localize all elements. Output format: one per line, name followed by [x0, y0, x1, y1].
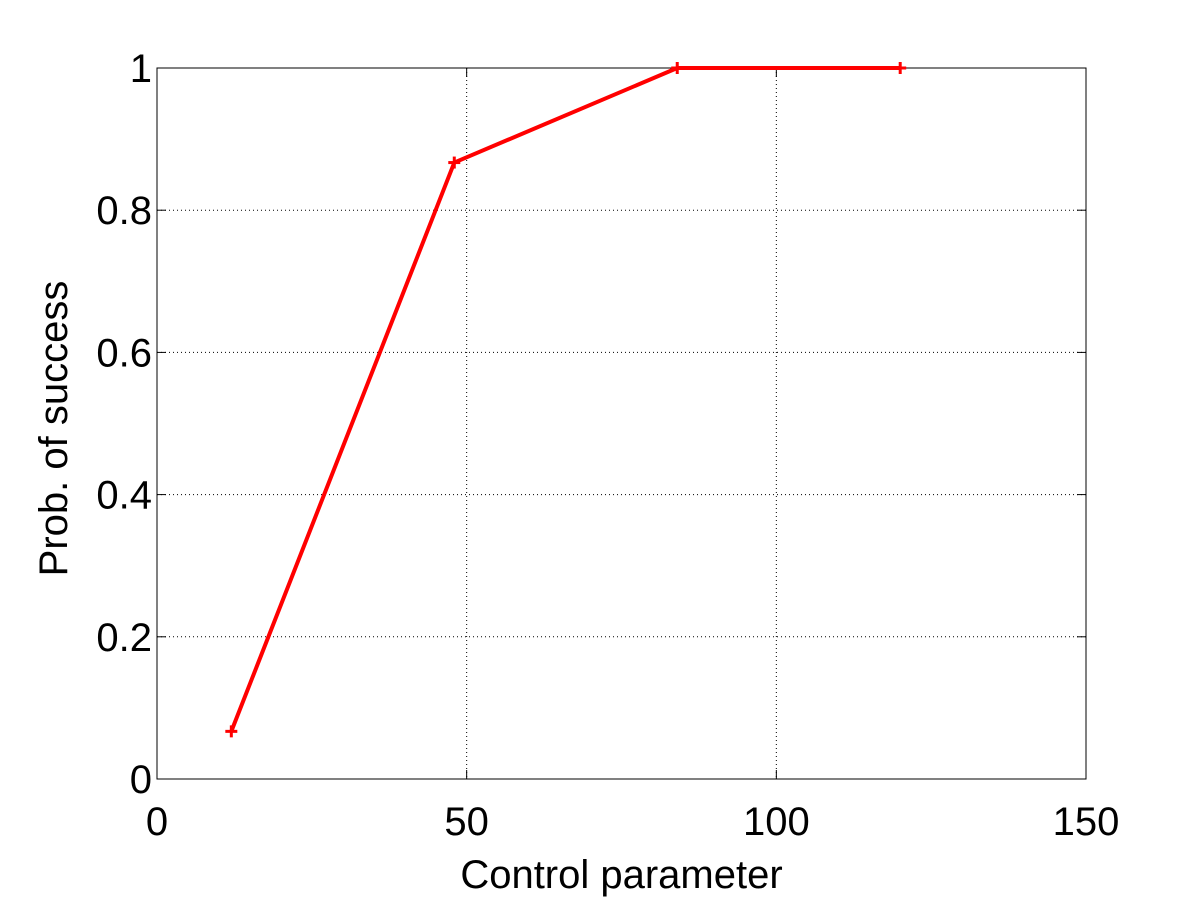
x-tick-label: 100: [743, 800, 810, 844]
y-tick-label: 0.6: [96, 331, 152, 375]
x-axis-label: Control parameter: [460, 853, 782, 897]
series-line: [229, 66, 901, 733]
tick-labels: 0 50 100 150 0 0.2 0.4 0.6 0.8 1: [96, 47, 1119, 844]
x-tick-label: 150: [1053, 800, 1120, 844]
plot-area-frame: [156, 67, 1087, 780]
x-tick-label: 50: [444, 800, 489, 844]
data-point: [225, 725, 238, 738]
data-point: [671, 62, 684, 74]
y-tick-label: 0.4: [96, 474, 152, 518]
y-axis-label: Prob. of success: [32, 281, 76, 577]
y-tick-label: 0.2: [96, 616, 152, 660]
y-tick-label: 0.8: [96, 189, 152, 233]
y-tick-label: 1: [130, 47, 152, 91]
x-tick-label: 0: [146, 800, 168, 844]
axis-ticks: [156, 67, 1087, 780]
grid-lines: [157, 68, 1086, 779]
series-layer: [225, 62, 907, 738]
y-tick-label: 0: [130, 758, 152, 802]
data-point: [894, 62, 907, 74]
data-point: [448, 156, 461, 169]
